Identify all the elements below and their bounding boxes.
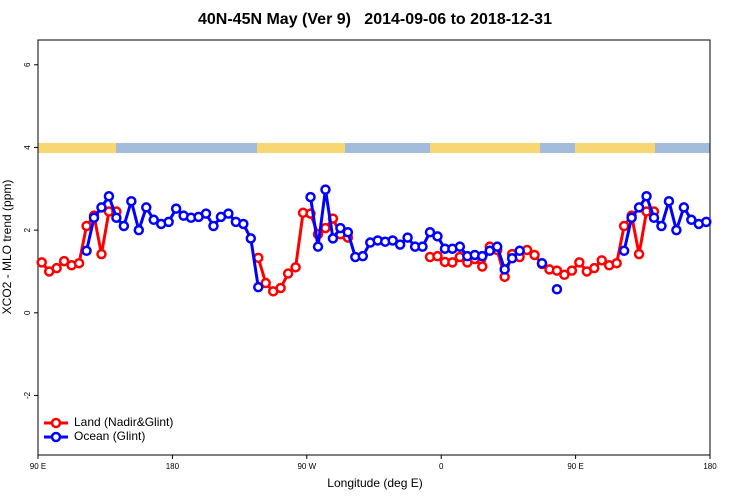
data-point xyxy=(484,245,495,257)
data-point xyxy=(357,250,369,262)
plot-frame xyxy=(37,39,711,456)
data-point xyxy=(499,264,510,275)
data-point xyxy=(491,241,503,252)
data-point xyxy=(260,277,271,289)
data-point xyxy=(282,268,294,279)
data-point xyxy=(96,202,107,213)
data-point xyxy=(81,245,92,257)
legend-marker xyxy=(50,431,62,443)
data-point xyxy=(148,214,159,226)
data-point xyxy=(141,202,152,213)
x-tick-label: 0 xyxy=(439,462,444,471)
data-point xyxy=(663,195,675,207)
data-point xyxy=(596,255,607,266)
data-point xyxy=(73,257,85,269)
y-tick-label: 2 xyxy=(23,227,32,232)
data-point xyxy=(611,257,622,269)
data-point xyxy=(566,265,578,276)
data-point xyxy=(103,190,115,202)
data-point xyxy=(686,214,697,226)
data-point xyxy=(447,257,458,268)
data-point xyxy=(551,265,563,276)
x-tick-label: 90 E xyxy=(567,462,583,471)
data-point xyxy=(88,212,100,223)
data-point xyxy=(514,245,525,257)
data-point xyxy=(163,216,174,228)
y-tick-label: 4 xyxy=(23,145,32,150)
data-point xyxy=(626,212,637,223)
data-point xyxy=(633,202,645,213)
data-point xyxy=(290,262,301,273)
legend-marker xyxy=(50,417,62,429)
data-point xyxy=(394,239,406,250)
data-point xyxy=(111,212,122,223)
y-tick-label: 0 xyxy=(23,310,32,315)
x-tick-label: 90 W xyxy=(297,462,316,471)
y-tick-label: -2 xyxy=(23,391,32,399)
data-point xyxy=(536,257,548,269)
data-point xyxy=(81,220,92,232)
data-point xyxy=(529,249,540,261)
data-point xyxy=(641,190,652,202)
data-point xyxy=(671,224,682,236)
data-point xyxy=(424,226,436,238)
data-point xyxy=(506,252,518,264)
data-point xyxy=(133,224,145,236)
data-point xyxy=(477,250,488,262)
y-axis-label: XCO2 - MLO trend (ppm) xyxy=(0,180,14,315)
data-point xyxy=(387,235,398,246)
data-point xyxy=(477,261,488,272)
data-point xyxy=(633,248,645,260)
data-point xyxy=(678,202,690,213)
x-tick-label: 90 E xyxy=(30,462,46,471)
data-point xyxy=(96,248,107,260)
data-point xyxy=(701,216,712,228)
data-point xyxy=(238,218,249,230)
data-point xyxy=(618,245,630,257)
data-point xyxy=(574,257,585,268)
data-point xyxy=(126,195,137,207)
data-point xyxy=(417,241,428,252)
data-point xyxy=(432,231,443,242)
legend-label: Ocean (Glint) xyxy=(74,429,145,443)
data-point xyxy=(36,257,47,268)
x-tick-label: 180 xyxy=(166,462,180,471)
data-point xyxy=(589,262,600,274)
x-tick-label: 180 xyxy=(703,462,717,471)
x-axis-label: Longitude (deg E) xyxy=(327,476,422,490)
data-point xyxy=(253,281,264,293)
chart-title: 40N-45N May (Ver 9) 2014-09-06 to 2018-1… xyxy=(198,11,552,28)
data-point xyxy=(275,282,286,294)
data-point xyxy=(454,241,466,252)
data-point xyxy=(559,269,570,281)
data-point xyxy=(551,283,563,295)
y-tick-label: 6 xyxy=(23,62,32,67)
data-point xyxy=(245,233,257,244)
data-point xyxy=(312,241,324,252)
data-point xyxy=(200,208,212,219)
data-point xyxy=(208,220,219,232)
data-point xyxy=(320,222,331,234)
data-point xyxy=(342,226,354,238)
data-point xyxy=(51,262,62,274)
data-point xyxy=(648,212,660,223)
data-point xyxy=(656,220,667,232)
data-point xyxy=(305,191,316,203)
surface-strip xyxy=(38,143,710,153)
data-point xyxy=(320,184,331,195)
data-point xyxy=(170,203,182,214)
legend-label: Land (Nadir&Glint) xyxy=(74,415,173,429)
data-point xyxy=(402,232,413,243)
data-point xyxy=(335,222,346,234)
data-point xyxy=(223,208,234,219)
data-point xyxy=(432,250,443,262)
data-point xyxy=(618,220,630,232)
data-point xyxy=(327,233,339,244)
data-point xyxy=(118,220,130,232)
data-point xyxy=(58,255,70,267)
